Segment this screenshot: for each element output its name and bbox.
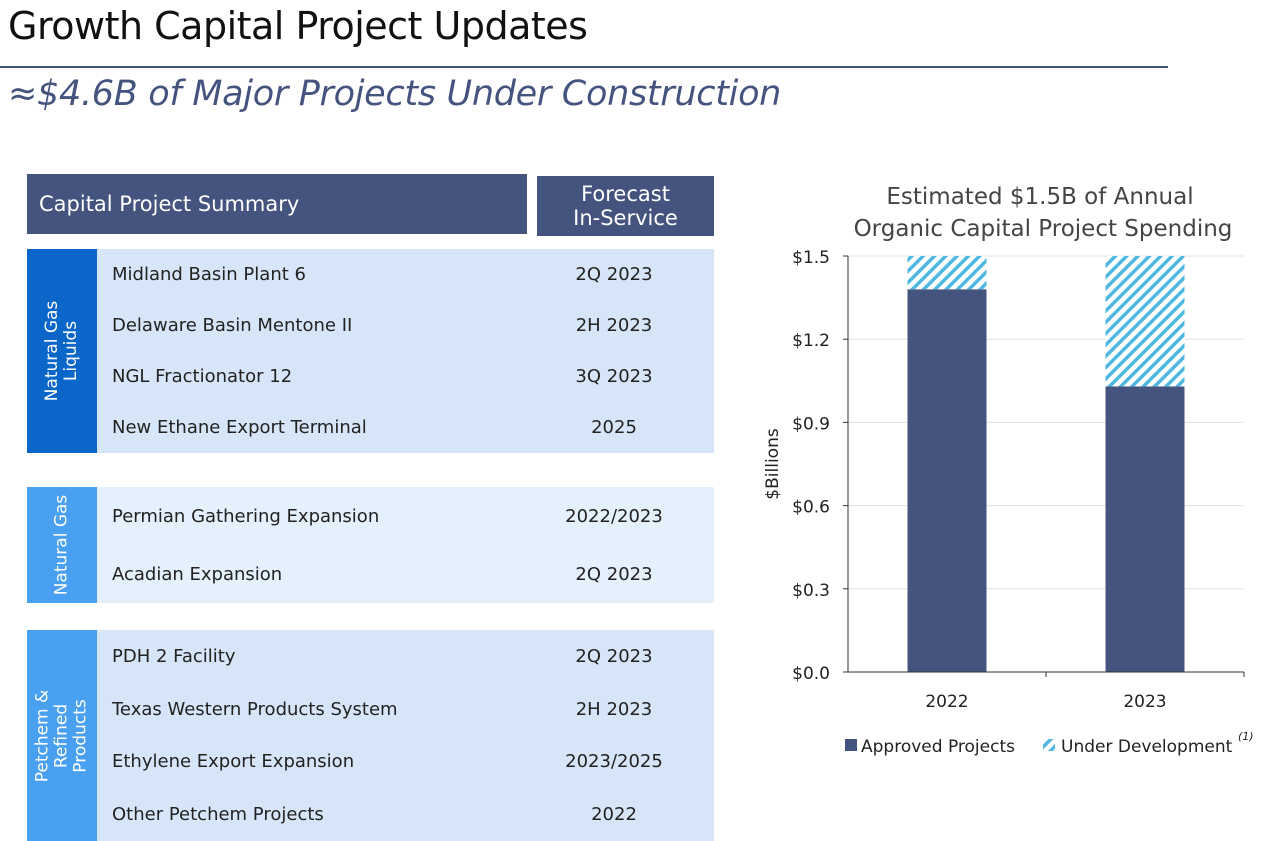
bar-approved [907,289,987,672]
title-divider [0,66,1168,68]
group-label: Petchem & Refined Products [27,630,97,841]
project-name: NGL Fractionator 12 [112,366,293,387]
y-tick-label: $0.9 [792,414,830,434]
y-axis-label: $Billions [763,428,783,500]
legend-label-approved: Approved Projects [861,737,1015,757]
chart-title-line2: Organic Capital Project Spending [854,216,1233,242]
project-name: PDH 2 Facility [112,645,236,667]
chart-title-line1: Estimated $1.5B of Annual [886,184,1193,210]
legend-footnote: (1) [1238,730,1254,743]
page-subtitle: ≈$4.6B of Major Projects Under Construct… [8,74,782,114]
project-name: Ethylene Export Expansion [112,751,355,773]
bar-under-development [907,256,987,290]
group-label: Natural Gas [27,487,97,603]
group-label-line: Products [70,698,91,773]
bar-approved [1105,386,1185,672]
group-label-line: Natural Gas [51,494,72,596]
page-title: Growth Capital Project Updates [8,4,588,48]
project-name: Delaware Basin Mentone II [112,315,353,336]
legend-label-under-development: Under Development [1061,737,1233,757]
table-row: Delaware Basin Mentone II 2H 2023 [97,301,714,351]
table-row: Ethylene Export Expansion 2023/2025 [97,737,714,787]
table-row: Acadian Expansion 2Q 2023 [97,549,714,599]
group-label: Natural Gas Liquids [27,249,97,453]
in-service-date: 2Q 2023 [575,264,653,285]
y-tick-label: $0.6 [792,498,830,518]
in-service-date: 2025 [591,417,637,438]
in-service-date: 2Q 2023 [575,563,653,585]
y-tick-label: $1.5 [792,248,830,268]
in-service-date: 2H 2023 [575,698,653,720]
in-service-date: 2023/2025 [565,751,663,773]
y-tick-label: $1.2 [792,331,830,351]
table-row: Midland Basin Plant 6 2Q 2023 [97,250,714,300]
table-header-forecast: Forecast In-Service [537,176,714,236]
bar-under-development [1105,256,1185,387]
project-name: Texas Western Products System [112,698,398,720]
in-service-date: 2Q 2023 [575,645,653,667]
forecast-label: Forecast [581,182,670,206]
group-label-line: Natural Gas [42,300,62,402]
table-row: Other Petchem Projects 2022 [97,790,714,840]
y-tick-label: $0.3 [792,581,830,601]
legend-swatch-under-development [1043,739,1055,751]
project-name: New Ethane Export Terminal [112,417,367,438]
project-group: Natural Gas Liquids Midland Basin Plant 6 2… [27,249,714,453]
table-row: New Ethane Export Terminal 2025 [97,403,714,453]
group-label-line: Liquids [61,320,81,382]
table-header-summary: Capital Project Summary [27,174,527,234]
project-group: Natural Gas Permian Gathering Expansion 20… [27,487,714,603]
group-label-line: Refined [51,703,72,768]
table-row: Permian Gathering Expansion 2022/2023 [97,491,714,541]
in-service-label: In-Service [573,206,678,230]
group-label-line: Petchem & [32,689,53,782]
table-row: Texas Western Products System 2H 2023 [97,684,714,734]
project-group: Petchem & Refined Products PDH 2 Facility 2Q… [27,630,714,841]
project-name: Acadian Expansion [112,563,283,585]
y-tick-label: $0.0 [792,664,830,684]
in-service-date: 3Q 2023 [575,366,653,387]
in-service-date: 2H 2023 [575,315,653,336]
x-tick-label: 2022 [925,692,968,712]
in-service-date: 2022/2023 [565,505,663,527]
table-row: PDH 2 Facility 2Q 2023 [97,631,714,681]
table-row: NGL Fractionator 12 3Q 2023 [97,352,714,402]
project-name: Midland Basin Plant 6 [112,264,306,285]
legend-swatch-approved [845,739,857,751]
in-service-date: 2022 [591,804,637,826]
x-tick-label: 2023 [1123,692,1166,712]
project-name: Permian Gathering Expansion [112,505,380,527]
project-name: Other Petchem Projects [112,804,324,826]
